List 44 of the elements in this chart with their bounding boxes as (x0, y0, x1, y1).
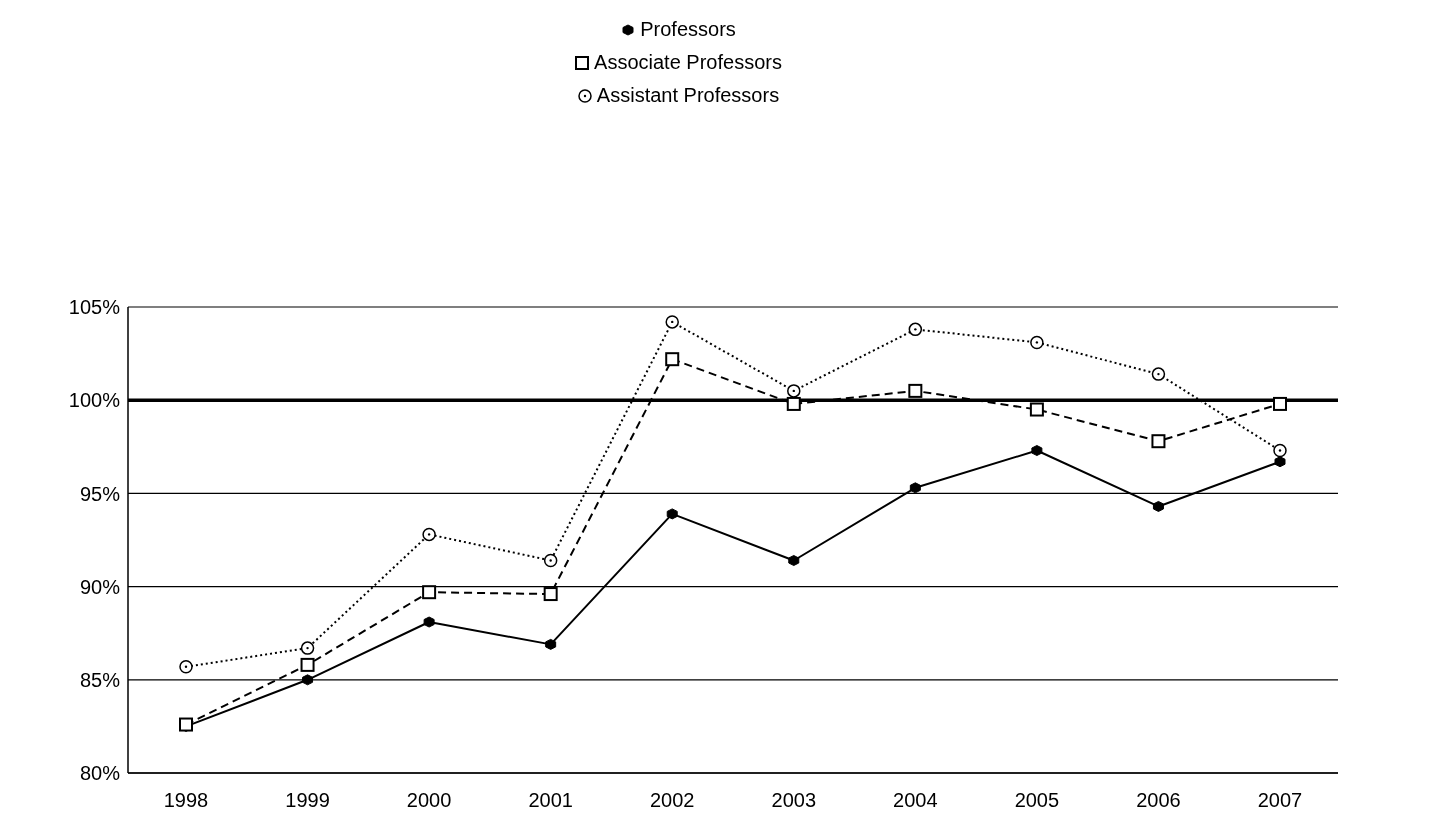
x-tick-label: 2006 (1136, 789, 1181, 812)
point (909, 482, 921, 494)
legend-label: Associate Professors (594, 51, 782, 74)
point (422, 527, 436, 542)
point (300, 641, 315, 655)
y-tick-label: 95% (79, 482, 121, 505)
point (786, 396, 801, 411)
point (908, 383, 923, 398)
x-tick-label: 2005 (1014, 789, 1060, 812)
point (300, 657, 315, 672)
point (543, 553, 558, 568)
point (543, 587, 558, 602)
point (1029, 402, 1044, 417)
y-tick-label: 90% (79, 575, 121, 598)
point (1031, 445, 1043, 457)
point (1151, 434, 1166, 449)
x-tick-label: 2003 (771, 789, 817, 812)
x-tick-label: 2002 (649, 789, 695, 812)
x-tick-label: 2001 (528, 789, 573, 812)
x-tick-label: 2007 (1257, 789, 1303, 812)
point (302, 674, 314, 686)
point (1274, 456, 1286, 468)
legend-label: Assistant Professors (596, 84, 780, 107)
x-tick-label: 1998 (163, 789, 209, 812)
y-tick-label: 80% (79, 762, 121, 785)
point (1030, 335, 1044, 350)
point (545, 638, 557, 650)
y-tick-label: 100% (68, 389, 121, 412)
point (665, 352, 680, 367)
point (1152, 500, 1164, 512)
x-tick-label: 2000 (406, 789, 452, 812)
point (665, 315, 679, 329)
x-tick-label: 2004 (893, 789, 938, 812)
x-tick-label: 1999 (285, 789, 330, 812)
point (423, 616, 435, 628)
point (666, 508, 678, 520)
legend-label: Professors (640, 18, 736, 41)
y-tick-label: 105% (68, 296, 121, 319)
point (422, 585, 437, 600)
point (788, 555, 800, 566)
y-tick-label: 85% (79, 668, 121, 691)
point (908, 322, 923, 337)
point (1273, 396, 1287, 411)
point (1151, 367, 1166, 381)
